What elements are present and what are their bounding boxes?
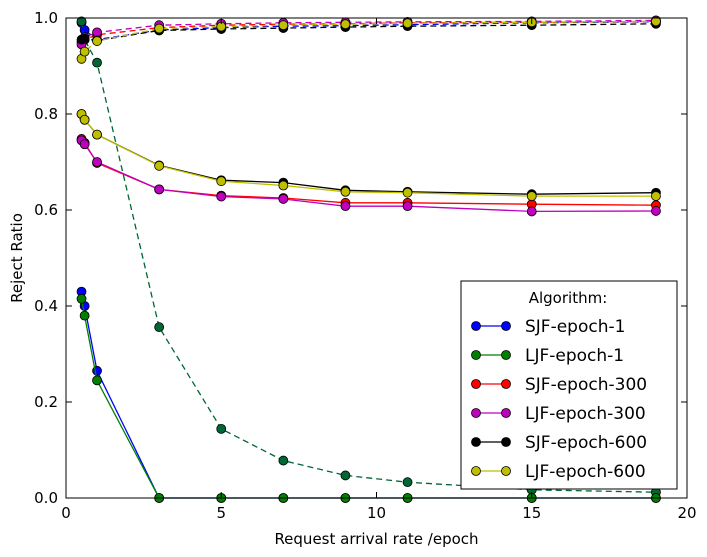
series-line <box>80 113 656 195</box>
legend-marker <box>471 379 481 389</box>
series-dashed-8 <box>76 16 661 47</box>
legend-marker <box>471 321 481 331</box>
legend-marker <box>501 350 511 360</box>
data-point <box>651 206 661 216</box>
legend-items: SJF-epoch-1 LJF-epoch-1 SJF-epoch-300 LJF-e… <box>471 317 647 482</box>
data-point <box>651 16 661 27</box>
data-point <box>154 184 165 195</box>
legend-item: SJF-epoch-300 <box>471 375 647 395</box>
x-tick-label: 0 <box>61 504 71 522</box>
legend-marker <box>501 379 511 389</box>
legend-item: LJF-epoch-600 <box>471 462 646 482</box>
data-point <box>278 20 289 31</box>
data-point <box>92 157 102 167</box>
legend-item: SJF-epoch-600 <box>471 433 647 453</box>
data-point <box>154 160 165 171</box>
legend-marker <box>471 437 481 447</box>
series-line <box>80 138 656 206</box>
legend-label: LJF-epoch-300 <box>525 404 646 424</box>
data-point <box>79 114 90 125</box>
data-point <box>278 194 289 204</box>
x-tick-label: 10 <box>367 504 386 522</box>
data-point <box>216 176 227 187</box>
series-line <box>80 139 656 213</box>
data-point <box>651 191 661 201</box>
data-point <box>340 470 351 481</box>
y-tick-label: 0.2 <box>34 393 58 411</box>
data-point <box>340 19 351 30</box>
data-point <box>402 201 413 212</box>
legend-marker <box>501 466 511 476</box>
legend-item: LJF-epoch-1 <box>471 346 624 366</box>
y-tick-label: 1.0 <box>34 9 58 27</box>
series-layer <box>76 15 661 503</box>
data-point <box>278 180 289 191</box>
legend-title: Algorithm: <box>529 289 608 307</box>
legend-label: SJF-epoch-600 <box>525 433 647 453</box>
data-point <box>79 46 90 57</box>
data-point <box>526 191 537 201</box>
data-point <box>76 16 87 27</box>
series-ljf-epoch-300 <box>76 135 661 217</box>
data-point <box>402 18 413 29</box>
data-point <box>402 477 413 488</box>
y-tick-label: 0.8 <box>34 105 58 123</box>
data-point <box>79 310 90 321</box>
data-point <box>154 23 165 34</box>
legend-marker <box>501 437 511 447</box>
data-point <box>216 191 227 202</box>
series-sjf-epoch-600 <box>76 109 661 200</box>
legend-marker <box>501 321 511 331</box>
data-point <box>79 33 90 44</box>
y-tick-label: 0.0 <box>34 489 58 507</box>
legend-marker <box>471 466 481 476</box>
x-axis-label: Request arrival rate /epoch <box>274 530 478 548</box>
y-axis-label: Reject Ratio <box>8 213 26 303</box>
data-point <box>76 293 87 304</box>
axis-ticks: 0 5 10 15 20 0.0 0.2 0.4 0.6 0.8 1.0 <box>34 9 696 522</box>
legend-item: LJF-epoch-300 <box>471 404 646 424</box>
legend-marker <box>471 350 481 360</box>
series-sjf-epoch-300 <box>76 134 661 211</box>
data-point <box>340 186 351 197</box>
series-dashed-11 <box>76 16 661 64</box>
legend-item: SJF-epoch-1 <box>471 317 625 337</box>
series-line <box>80 113 656 197</box>
legend: Algorithm: SJF-epoch-1LJF-epoch-1SJF-epo… <box>460 280 678 490</box>
data-point <box>92 36 102 46</box>
legend-box <box>460 280 678 490</box>
series-line <box>80 19 656 45</box>
series-line <box>81 20 656 43</box>
series-ljf-epoch-600 <box>76 109 661 201</box>
x-tick-label: 15 <box>522 504 541 522</box>
data-point <box>216 423 227 434</box>
data-point <box>92 375 102 386</box>
x-tick-label: 5 <box>216 504 226 522</box>
data-point <box>154 322 165 333</box>
series-line <box>81 23 656 42</box>
y-tick-label: 0.6 <box>34 201 58 219</box>
x-tick-label: 20 <box>677 504 696 522</box>
data-point <box>526 206 537 217</box>
legend-label: SJF-epoch-300 <box>525 375 647 395</box>
data-point <box>92 27 102 38</box>
data-point <box>278 455 289 466</box>
data-point <box>92 57 102 68</box>
data-point <box>340 201 351 212</box>
legend-marker <box>501 408 511 418</box>
legend-label: SJF-epoch-1 <box>525 317 625 337</box>
legend-label: LJF-epoch-1 <box>525 346 624 366</box>
series-line <box>80 20 656 60</box>
series-dashed-10 <box>76 18 661 46</box>
legend-marker <box>471 408 481 418</box>
data-point <box>92 129 102 140</box>
data-point <box>402 187 413 198</box>
series-dashed-9 <box>76 15 661 50</box>
data-point <box>79 139 90 150</box>
legend-label: LJF-epoch-600 <box>525 462 646 482</box>
y-tick-label: 0.4 <box>34 297 58 315</box>
